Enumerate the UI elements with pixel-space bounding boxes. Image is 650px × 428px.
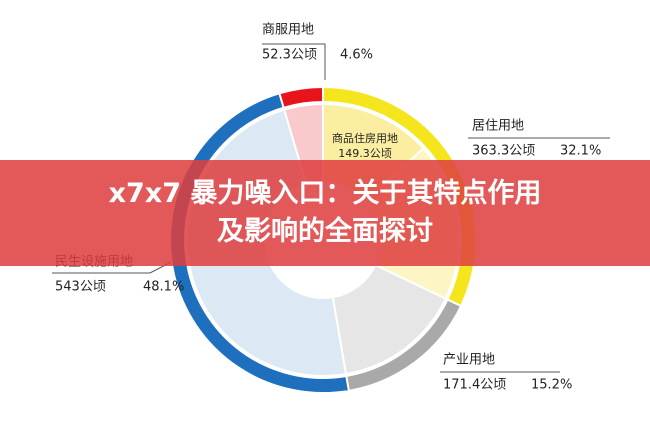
category-label: 商服用地 [262,23,314,38]
wedge [278,85,324,109]
inner-wedge [331,263,448,376]
banner-line: x7x7 暴力噪入口：关于其特点作用 [108,178,542,209]
percent-label: 32.1% [560,144,601,159]
percent-label: 15.2% [531,378,572,393]
percent-label: 48.1% [143,280,184,295]
value-label: 52.3公顷 [262,48,317,63]
value-label: 543公顷 [55,280,106,295]
category-label: 产业用地 [443,353,495,368]
value-label: 171.4公顷 [443,378,506,393]
inner-label: 商品住房用地 [332,131,398,145]
banner: x7x7 暴力噪入口：关于其特点作用 及影响的全面探讨 [0,160,650,266]
category-label: 居住用地 [472,119,524,134]
leader-line [262,43,326,80]
banner-line: 及影响的全面探讨 [217,216,433,247]
percent-label: 4.6% [340,48,373,63]
inner-value: 149.3公顷 [338,147,392,160]
value-label: 363.3公顷 [472,144,535,159]
